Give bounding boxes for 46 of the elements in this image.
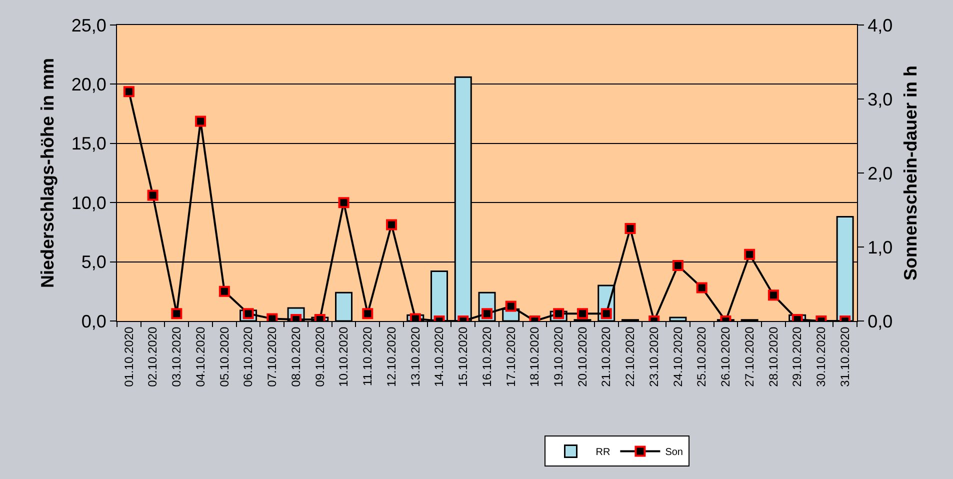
legend-label: RR [596,447,610,458]
x-tick-label: 26.10.2020 [718,326,733,387]
y-tick-label: 0,0 [81,311,106,332]
x-tick-label: 02.10.2020 [146,326,160,387]
x-tick-label: 09.10.2020 [312,326,327,387]
y-tick-label: 25,0 [71,15,106,36]
x-tick-label: 05.10.2020 [217,326,232,387]
x-tick-label: 17.10.2020 [504,326,518,387]
x-tick-label: 18.10.2020 [528,326,542,387]
x-tick-label: 14.10.2020 [432,326,446,387]
x-tick-label: 13.10.2020 [408,326,422,387]
y2-tick-label: 1,0 [868,237,893,258]
x-tick-label: 06.10.2020 [241,326,256,387]
y-axis-title: Niederschlags-höhe in mm [38,58,58,288]
y-tick-label: 20,0 [71,74,106,94]
x-tick-label: 29.10.2020 [790,326,804,387]
y-tick-label: 15,0 [71,134,106,154]
x-tick-label: 08.10.2020 [288,326,303,387]
x-tick-label: 22.10.2020 [623,326,638,387]
x-tick-label: 24.10.2020 [670,326,685,387]
x-tick-label: 20.10.2020 [575,326,590,387]
x-tick-label: 28.10.2020 [766,326,780,387]
y2-axis-title: Sonnenschein-dauer in h [900,65,921,281]
x-tick-label: 31.10.2020 [838,326,852,387]
x-tick-label: 23.10.2020 [647,326,661,387]
x-tick-label: 25.10.2020 [694,326,709,387]
x-tick-label: 19.10.2020 [552,326,566,387]
x-tick-label: 30.10.2020 [814,326,828,387]
y2-tick-label: 4,0 [868,15,893,36]
y2-tick-label: 0,0 [868,311,893,332]
x-tick-label: 21.10.2020 [599,326,614,387]
x-tick-label: 04.10.2020 [193,326,208,387]
x-tick-label: 27.10.2020 [742,326,756,387]
y-tick-label: 10,0 [71,192,106,213]
x-tick-label: 16.10.2020 [480,326,494,387]
x-tick-label: 15.10.2020 [456,326,470,387]
x-tick-label: 12.10.2020 [384,326,398,387]
y2-tick-label: 3,0 [868,89,893,110]
y2-tick-label: 2,0 [868,163,893,184]
legend-label: Son [665,447,683,458]
x-tick-label: 10.10.2020 [336,326,351,387]
x-tick-label: 03.10.2020 [170,326,184,387]
y-tick-label: 5,0 [81,252,106,272]
x-tick-label: 07.10.2020 [265,326,280,387]
x-tick-label: 01.10.2020 [122,326,136,387]
x-tick-label: 11.10.2020 [360,326,375,386]
